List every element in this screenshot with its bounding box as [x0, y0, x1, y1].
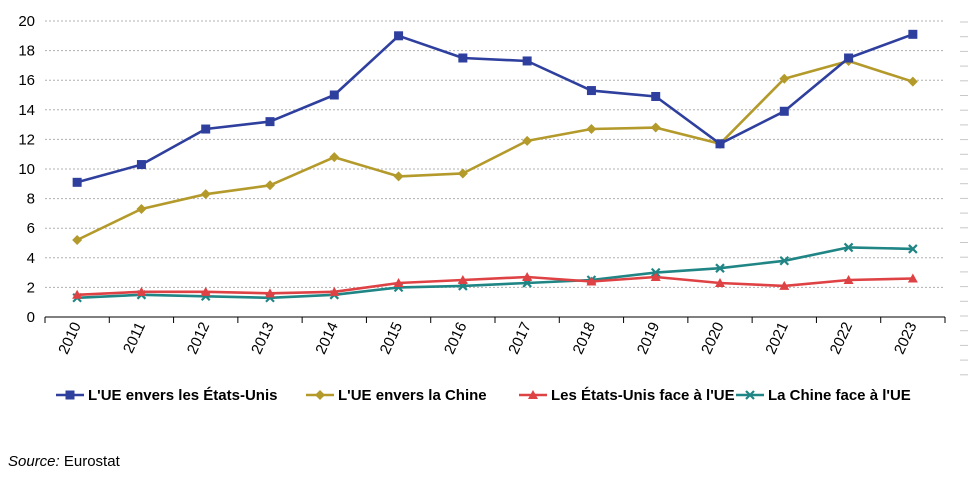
data-point [908, 244, 918, 254]
data-point [329, 286, 340, 296]
data-point [907, 273, 918, 283]
data-point [457, 275, 468, 284]
data-point [715, 139, 725, 149]
series-line [76, 59, 914, 242]
data-point [715, 277, 725, 287]
series-line [77, 246, 913, 300]
data-point [779, 255, 790, 266]
x-tick-label: 2018 [570, 320, 600, 357]
data-point [522, 56, 532, 66]
y-tick-label: 18 [18, 43, 35, 60]
y-tick-label: 20 [18, 13, 35, 30]
legend-swatch [56, 390, 84, 400]
data-point [136, 160, 146, 170]
data-point [908, 29, 918, 39]
legend-swatch [306, 390, 334, 400]
x-tick-label: 2020 [698, 320, 728, 357]
data-point [843, 275, 854, 284]
data-point [844, 53, 854, 63]
data-point [650, 122, 661, 133]
x-tick-label: 2022 [827, 320, 857, 357]
y-tick-label: 6 [27, 220, 35, 237]
data-point [72, 177, 82, 187]
data-point [458, 53, 468, 63]
data-point [907, 76, 918, 87]
legend-swatch [519, 390, 547, 399]
source-note: Source: Eurostat [8, 453, 120, 470]
data-point [265, 288, 275, 298]
data-point [457, 168, 468, 179]
data-point [715, 263, 725, 273]
data-point [843, 242, 854, 253]
data-point [72, 235, 83, 246]
x-tick-label: 2016 [441, 320, 471, 357]
data-point [393, 171, 404, 182]
data-point [586, 86, 596, 96]
legend-label: La Chine face à l'UE [768, 387, 911, 404]
source-label: Source: [8, 453, 60, 470]
data-point [586, 124, 597, 135]
data-point [393, 277, 404, 287]
y-tick-label: 2 [27, 279, 35, 296]
data-point [651, 91, 661, 101]
x-tick-label: 2019 [634, 320, 664, 357]
x-tick-label: 2010 [55, 320, 85, 357]
data-point [136, 286, 147, 296]
x-tick-label: 2017 [505, 320, 535, 357]
data-point [329, 152, 340, 163]
data-point [779, 106, 789, 116]
data-point [650, 272, 661, 282]
legend: L'UE envers les États-Unis L'UE envers la… [55, 385, 955, 407]
data-point [201, 124, 211, 134]
data-point [136, 203, 147, 214]
y-tick-label: 10 [18, 161, 35, 178]
x-tick-label: 2023 [891, 320, 921, 357]
series-line [77, 275, 913, 297]
y-tick-label: 12 [18, 131, 35, 148]
y-tick-label: 4 [27, 250, 35, 267]
data-point [394, 31, 404, 41]
data-point [522, 135, 533, 146]
line-chart: 0 2 4 6 8 10 12 14 16 18 20 2010 2011 2012 2013 2014 201… [18, 13, 968, 376]
y-tick-label: 16 [18, 72, 35, 89]
legend-label: L'UE envers la Chine [338, 387, 487, 404]
data-point [586, 276, 597, 286]
data-point [265, 180, 275, 191]
x-tick-label: 2013 [248, 320, 278, 357]
x-tick-label: 2015 [377, 320, 407, 357]
data-point [200, 286, 211, 296]
x-tick-label: 2012 [184, 320, 214, 357]
legend-swatch [736, 390, 764, 400]
y-tick-label: 8 [27, 191, 35, 208]
data-point [522, 272, 533, 282]
legend-label: Les États-Unis face à l'UE [551, 387, 735, 404]
source-text: Eurostat [59, 453, 120, 470]
x-tick-label: 2014 [312, 320, 342, 357]
data-point [200, 189, 211, 200]
series-line [76, 33, 914, 184]
y-tick-label: 0 [27, 309, 35, 326]
legend-label: L'UE envers les États-Unis [88, 387, 278, 404]
x-tick-label: 2011 [120, 320, 149, 356]
data-point [329, 90, 339, 100]
y-tick-label: 14 [18, 102, 35, 119]
data-point [779, 280, 790, 290]
x-tick-label: 2021 [762, 320, 792, 357]
data-point [72, 289, 83, 299]
data-point [265, 117, 275, 127]
data-point [779, 73, 790, 84]
